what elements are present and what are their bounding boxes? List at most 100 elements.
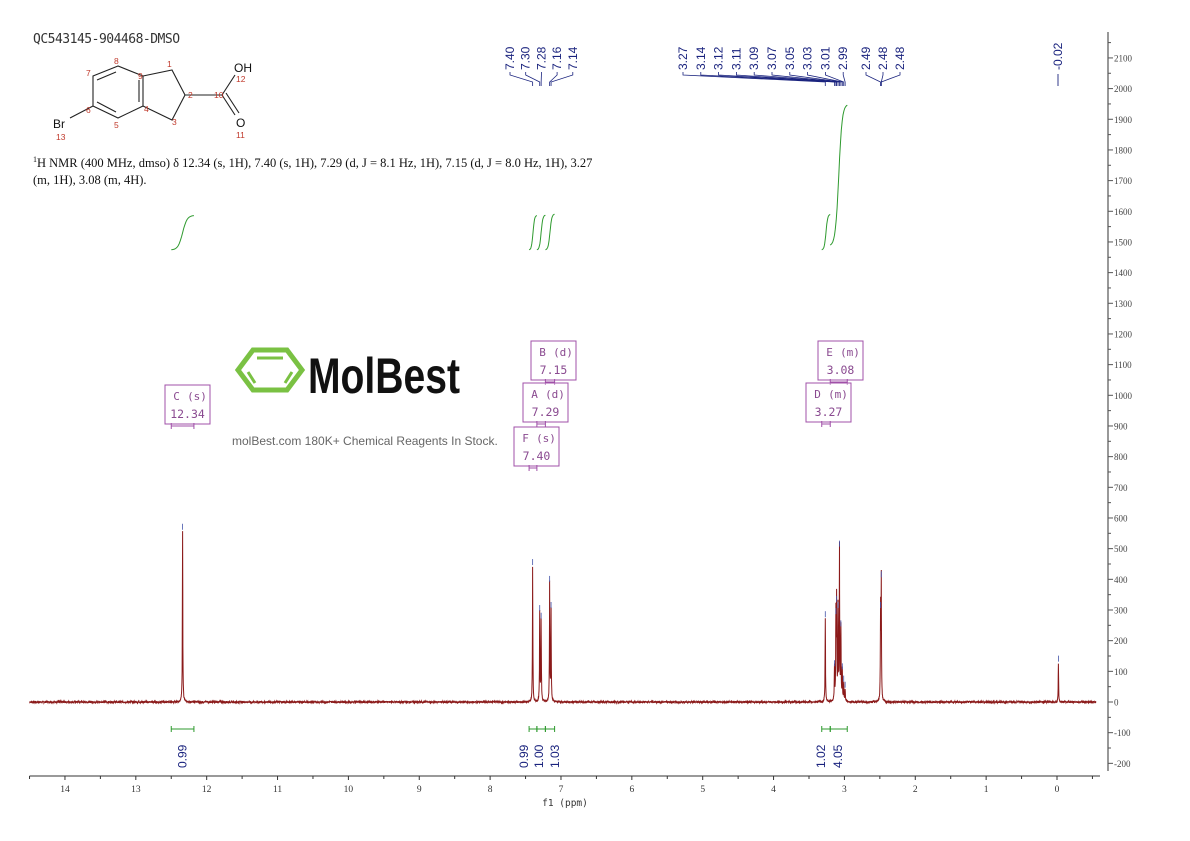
multiplet-range-bar (829, 379, 848, 385)
watermark-brand: MolBest (308, 348, 460, 404)
y-tick-label: -200 (1114, 759, 1131, 769)
atom-number: 5 (114, 120, 119, 130)
multiplet-id: F (522, 432, 529, 445)
multiplet-range-bar (821, 421, 831, 427)
multiplet-box-e: E 3.08 (m) (817, 340, 864, 385)
peak-label: 2.48 (876, 46, 890, 70)
peak-label-connector (825, 72, 845, 86)
atom-number: 9 (138, 71, 143, 81)
y-tick-label: 0 (1114, 698, 1119, 708)
y-tick-label: 900 (1114, 421, 1128, 431)
integral-range-bar (528, 726, 538, 732)
x-tick-label: 8 (488, 785, 493, 795)
spectrum-trace (29, 531, 1097, 705)
peak-label-connector (880, 72, 901, 86)
peak-label: 3.12 (712, 46, 726, 70)
multiplet-shift: 12.34 (170, 407, 205, 421)
integral-range-bar (536, 726, 546, 732)
multiplet-id: E (826, 346, 833, 359)
peak-label: 2.99 (836, 46, 850, 70)
peak-label: 3.03 (801, 46, 815, 70)
atom-number: 6 (86, 105, 91, 115)
spectrum (29, 523, 1097, 705)
multiplet-box-b: B 7.15 (d) (530, 340, 577, 385)
y-tick-label: 1700 (1114, 176, 1133, 186)
y-tick-label: 300 (1114, 605, 1128, 615)
y-tick-label: 100 (1114, 667, 1128, 677)
peak-label-connector (736, 72, 838, 86)
nmr-description-text: H NMR (400 MHz, dmso) δ 12.34 (s, 1H), 7… (33, 156, 593, 188)
peak-labels: 7.40 7.30 7.28 7.16 7.14 3.27 3.14 3.12 3.11 3.09… (503, 42, 1065, 86)
integral-value: 4.05 (831, 744, 845, 768)
atom-number: 8 (114, 56, 119, 66)
integral-value: 0.99 (517, 744, 531, 768)
y-tick-label: 1600 (1114, 207, 1133, 217)
peak-label-connector (549, 72, 558, 86)
multiplet-box-frame (164, 384, 211, 425)
multiplet-range-bar (170, 423, 195, 429)
x-tick-label: 11 (273, 785, 282, 795)
integral-curve (171, 215, 194, 251)
multiplet-id: A (531, 388, 538, 401)
y-tick-label: 1500 (1114, 237, 1133, 247)
y-tick-label: 1900 (1114, 115, 1133, 125)
y-tick-label: 1800 (1114, 145, 1133, 155)
atom-number: 7 (86, 68, 91, 78)
atom-number: 3 (172, 117, 177, 127)
structure-labels: OH O Br 1 2 3 4 5 6 7 8 9 10 11 12 13 (53, 56, 252, 142)
integral-value: 0.99 (176, 744, 190, 768)
integral-curve (545, 213, 555, 251)
y-tick-label: 200 (1114, 636, 1128, 646)
nmr-description: 1H NMR (400 MHz, dmso) δ 12.34 (s, 1H), … (33, 151, 593, 189)
y-tick-label: 2100 (1114, 53, 1133, 63)
atom-number: 2 (188, 90, 193, 100)
multiplet-type: (m) (828, 388, 848, 401)
integral-curve (821, 214, 831, 251)
integral-curve (528, 215, 538, 251)
atom-number: 11 (236, 130, 245, 140)
y-tick-label: -100 (1114, 728, 1131, 738)
multiplet-shift: 3.27 (815, 405, 843, 419)
multiplet-box-frame (530, 340, 577, 381)
y-tick-label: 800 (1114, 452, 1128, 462)
multiplet-box-frame (513, 426, 560, 467)
axes: 14 13 12 11 10 9 8 7 6 5 4 3 2 1 0f1 (ppm)210020001900… (29, 32, 1133, 809)
peak-label: 7.28 (534, 46, 548, 70)
y-tick-label: 700 (1114, 483, 1128, 493)
peak-label-connector (842, 72, 846, 86)
x-tick-label: 6 (629, 785, 634, 795)
watermark-tagline: molBest.com 180K+ Chemical Reagents In S… (232, 434, 498, 448)
peak-label: 3.11 (729, 47, 743, 70)
integral-range-bar (821, 726, 831, 732)
multiplet-range-bar (528, 465, 538, 471)
x-tick-label: 4 (771, 785, 776, 795)
peak-label-connector (509, 72, 534, 86)
multiplet-type: (d) (545, 388, 565, 401)
peak-label-connector (807, 72, 843, 86)
multiplet-box-f: F 7.40 (s) (513, 426, 560, 471)
peak-label: 2.49 (859, 46, 873, 70)
integral-range-bar (829, 726, 848, 732)
x-tick-label: 7 (559, 785, 564, 795)
watermark: MolBest molBest.com 180K+ Chemical Reage… (232, 347, 498, 448)
integral-value: 1.03 (548, 744, 562, 768)
peak-label-connector (550, 72, 574, 86)
peak-label: -0.02 (1051, 42, 1065, 70)
atom-number: 1 (167, 59, 172, 69)
y-tick-label: 1300 (1114, 299, 1133, 309)
peak-label: 3.01 (818, 46, 832, 70)
integral-value: 1.00 (532, 744, 546, 768)
atom-number: 4 (144, 104, 149, 114)
x-axis-label: f1 (ppm) (542, 798, 588, 809)
integral-curve (536, 214, 546, 251)
x-tick-label: 5 (700, 785, 705, 795)
y-tick-label: 400 (1114, 575, 1128, 585)
peak-label: 7.14 (566, 46, 580, 70)
peak-label-connector (525, 72, 541, 86)
peak-label-connector (682, 72, 826, 86)
multiplet-id: B (539, 346, 546, 359)
atom-oh: OH (234, 61, 252, 75)
multiplet-box-frame (817, 340, 864, 381)
y-tick-label: 1000 (1114, 391, 1133, 401)
atom-number: 10 (214, 90, 224, 100)
